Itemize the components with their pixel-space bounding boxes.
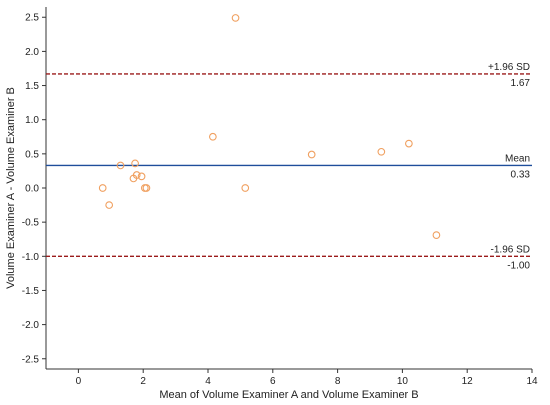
y-axis-title: Volume Examiner A - Volume Examiner B xyxy=(5,87,17,289)
reference-line-label: +1.96 SD xyxy=(488,62,530,73)
data-point xyxy=(137,172,146,181)
data-point xyxy=(432,231,441,239)
y-tick-label: -2.0 xyxy=(22,320,40,331)
x-tick-label: 0 xyxy=(76,376,82,387)
reference-lines: +1.96 SD 1.67 Mean 0.33 -1.96 SD -1.00 xyxy=(46,62,532,271)
reference-line-value: -1.00 xyxy=(507,260,530,271)
x-tick-label: 4 xyxy=(205,376,211,387)
y-tick-label: -2.5 xyxy=(22,354,40,365)
data-point xyxy=(209,132,217,141)
y-tick-label: 2.5 xyxy=(25,13,39,24)
x-tick-label: 12 xyxy=(462,376,474,387)
data-point xyxy=(405,139,413,148)
x-axis-ticks: 0 2 4 6 8 10 12 14 xyxy=(76,369,538,387)
x-tick-label: 8 xyxy=(335,376,341,387)
data-point xyxy=(231,14,240,22)
y-tick-label: 2.0 xyxy=(25,47,39,58)
y-tick-label: 1.0 xyxy=(25,115,39,126)
data-point xyxy=(132,171,141,179)
y-tick-label: -0.5 xyxy=(22,218,40,229)
reference-line-label: Mean xyxy=(505,153,530,164)
data-point xyxy=(241,184,250,192)
x-tick-label: 14 xyxy=(526,376,538,387)
y-axis-ticks: -2.5 -2.0 -1.5 -1.0 -0.5 0.0 0.5 1.0 1.5 2.0 2.5 xyxy=(22,13,46,365)
data-point xyxy=(105,201,114,209)
x-tick-label: 10 xyxy=(397,376,409,387)
reference-line-value: 0.33 xyxy=(511,169,531,180)
x-axis-title: Mean of Volume Examiner A and Volume Exa… xyxy=(159,389,418,401)
y-tick-label: 0.0 xyxy=(25,184,39,195)
data-point xyxy=(142,184,151,192)
y-tick-label: -1.5 xyxy=(22,286,40,297)
y-tick-label: 1.5 xyxy=(25,81,39,92)
data-point xyxy=(307,150,316,159)
reference-line-label: -1.96 SD xyxy=(491,244,530,255)
x-tick-label: 6 xyxy=(270,376,276,387)
y-tick-label: -1.0 xyxy=(22,252,40,263)
data-point xyxy=(98,184,107,192)
x-tick-label: 2 xyxy=(140,376,146,387)
data-point xyxy=(131,159,139,168)
data-point xyxy=(377,147,386,156)
axes xyxy=(45,7,532,370)
reference-line-value: 1.67 xyxy=(511,78,531,89)
data-points xyxy=(98,14,441,239)
data-point xyxy=(116,161,125,170)
y-tick-label: 0.5 xyxy=(25,149,39,160)
